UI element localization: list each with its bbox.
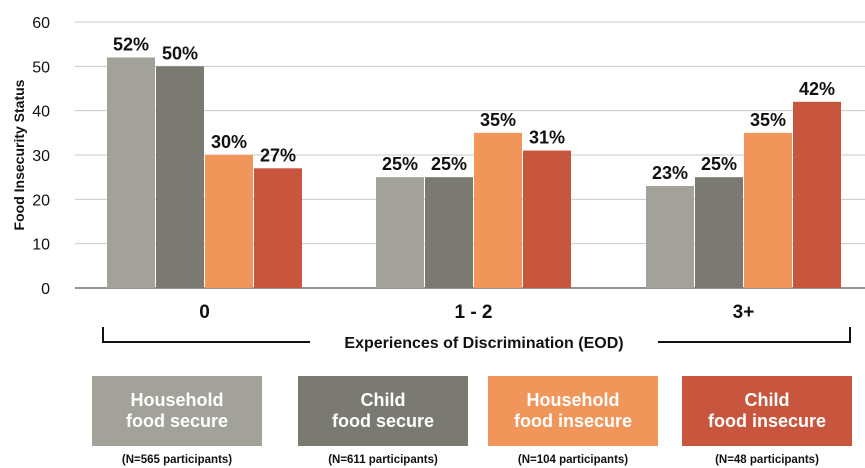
y-tick-label: 20	[32, 192, 50, 209]
legend-label-line2: food secure	[331, 411, 435, 431]
legend-participants-note: (N=565 participants)	[121, 454, 233, 466]
bar	[793, 101, 841, 288]
legend-item-household-food-secure: Household food secure (N=565 participants…	[92, 376, 262, 466]
bar	[254, 168, 302, 288]
axes: 0 10 20 30 40 50 60 0 1 - 2 3+	[32, 15, 754, 323]
bar	[156, 66, 204, 288]
data-label: 30%	[211, 132, 247, 152]
bar-groups: 52% 50% 30% 27% 25% 25% 35% 31% 23% 25% 35% 42%	[107, 34, 841, 288]
bar	[474, 132, 522, 288]
data-label: 42%	[799, 79, 835, 99]
data-label: 35%	[750, 110, 786, 130]
legend-participants-note: (N=48 participants)	[715, 454, 819, 466]
bar-chart: 52% 50% 30% 27% 25% 25% 35% 31% 23% 25% 35% 42% 0 10…	[11, 15, 865, 352]
legend-swatch: Household food insecure	[488, 376, 658, 446]
bar	[744, 132, 792, 288]
x-tick-label: 3+	[733, 302, 755, 323]
legend-label-line2: food insecure	[707, 411, 827, 431]
legend-swatch: Child food secure	[298, 376, 468, 446]
bar	[205, 155, 253, 288]
data-label: 27%	[260, 145, 296, 165]
data-label: 25%	[382, 154, 418, 174]
legend-item-child-food-secure: Child food secure (N=611 participants)	[298, 376, 468, 466]
legend-swatch: Child food insecure	[682, 376, 852, 446]
y-tick-label: 40	[32, 104, 50, 121]
legend-participants-note: (N=104 participants)	[517, 454, 629, 466]
legend-item-household-food-insecure: Household food insecure (N=104 participan…	[488, 376, 658, 466]
x-tick-label: 1 - 2	[454, 302, 492, 323]
bar	[425, 177, 473, 288]
legend-item-child-food-insecure: Child food insecure (N=48 participants)	[682, 376, 852, 466]
x-tick-label: 0	[199, 302, 210, 323]
legend-participants-note: (N=611 participants)	[328, 454, 438, 466]
data-label: 25%	[431, 154, 467, 174]
bar	[523, 150, 571, 288]
legend-label-line1: Child	[360, 390, 406, 410]
data-label: 50%	[162, 43, 198, 63]
data-label: 52%	[113, 34, 149, 54]
legend-label-line2: food insecure	[513, 411, 633, 431]
x-axis-label: Experiences of Discrimination (EOD)	[344, 335, 623, 352]
bar	[107, 57, 155, 288]
legend-label-line2: food secure	[125, 411, 229, 431]
legend-label-line1: Household	[130, 390, 224, 410]
legend-label-line1: Child	[744, 390, 790, 410]
data-label: 31%	[529, 128, 565, 148]
legend-swatch: Household food secure	[92, 376, 262, 446]
legend-label-line1: Household	[526, 390, 620, 410]
data-label: 25%	[701, 154, 737, 174]
data-label: 35%	[480, 110, 516, 130]
bar	[695, 177, 743, 288]
y-tick-label: 50	[32, 59, 50, 76]
y-tick-label: 30	[32, 148, 50, 165]
data-label: 23%	[652, 163, 688, 183]
bar	[646, 186, 694, 288]
y-tick-label: 0	[41, 281, 50, 298]
legend: Household food secure (N=565 participants…	[0, 376, 865, 468]
y-tick-label: 10	[32, 237, 50, 254]
x-axis-bracket: Experiences of Discrimination (EOD)	[102, 327, 851, 352]
y-axis-label: Food Insecurity Status	[11, 79, 27, 230]
bar	[376, 177, 424, 288]
y-tick-label: 60	[32, 15, 50, 32]
